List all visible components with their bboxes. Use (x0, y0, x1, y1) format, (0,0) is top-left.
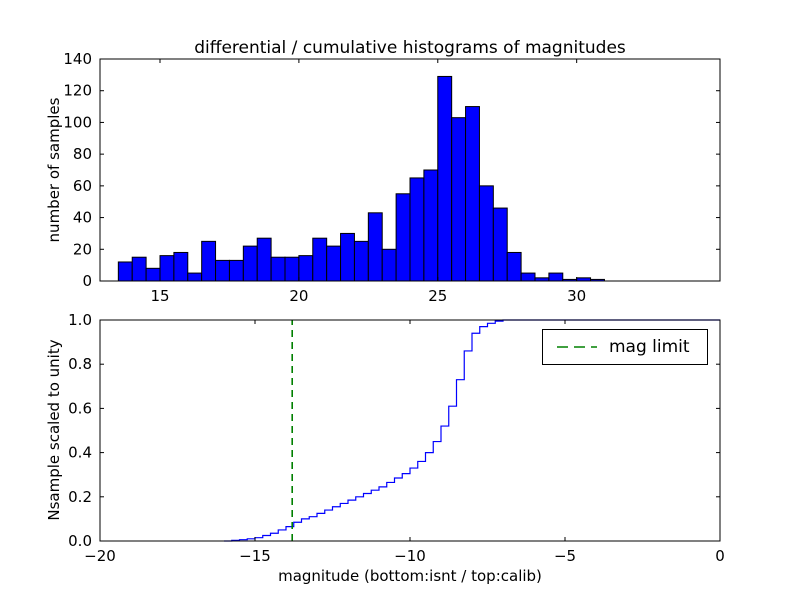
histogram-bar (117, 261, 133, 282)
histogram-bar (159, 255, 175, 282)
histogram-bar (353, 240, 369, 282)
histogram-bar (270, 256, 286, 282)
top-y-tick-label: 140 (63, 50, 92, 68)
histogram-bar (201, 240, 217, 282)
bottom-y-tick-label: 0.0 (68, 532, 92, 550)
top-axes-frame (99, 58, 721, 282)
histogram-bar (478, 185, 494, 282)
histogram-bar (367, 212, 383, 282)
top-x-tick-label: 25 (428, 287, 447, 305)
bottom-x-tick-label: −10 (394, 547, 426, 565)
histogram-bar (423, 169, 439, 282)
histogram-bar (131, 256, 147, 282)
histogram-bar (312, 237, 328, 282)
top-x-tick-label: 15 (150, 287, 169, 305)
top-ylabel: number of samples (45, 97, 63, 243)
top-y-tick-label: 60 (73, 177, 92, 195)
bottom-axes-frame (99, 319, 721, 542)
histogram-bar (256, 237, 272, 282)
bottom-x-tick-label: 0 (715, 547, 725, 565)
histogram-bar (215, 259, 230, 282)
bottom-ylabel: Nsample scaled to unity (45, 339, 63, 521)
histogram-bar (284, 256, 300, 282)
top-y-tick-label: 100 (63, 113, 92, 131)
histogram-bar (173, 251, 189, 282)
bottom-y-tick-label: 1.0 (68, 311, 92, 329)
histogram-bar (492, 207, 508, 282)
top-y-tick-label: 40 (73, 209, 92, 227)
histogram-bar (242, 245, 258, 282)
bottom-x-tick-label: −15 (239, 547, 271, 565)
top-y-tick-label: 0 (82, 272, 92, 290)
histogram-bar (326, 245, 342, 282)
top-y-tick-label: 80 (73, 145, 92, 163)
histogram-bar (451, 117, 467, 282)
mag-limit-line-sample (557, 346, 597, 348)
bottom-y-tick-label: 0.2 (68, 488, 92, 506)
histogram-bar (409, 177, 425, 282)
bottom-x-tick-label: −20 (84, 547, 116, 565)
histogram-bar (145, 267, 161, 282)
histogram-bar (187, 272, 203, 282)
legend-label: mag limit (609, 337, 690, 357)
bottom-xlabel: magnitude (bottom:isnt / top:calib) (278, 567, 542, 585)
histogram-bar (228, 259, 244, 282)
histogram-bar (340, 232, 355, 282)
bottom-y-tick-label: 0.8 (68, 355, 92, 373)
top-x-tick-label: 30 (567, 287, 586, 305)
top-y-tick-label: 20 (73, 240, 92, 258)
histogram-bar (520, 272, 536, 282)
histogram-bar (298, 255, 314, 282)
chart-title: differential / cumulative histograms of … (194, 38, 626, 58)
cumulative-step-line (224, 319, 720, 542)
legend: mag limit (542, 329, 708, 365)
top-x-tick-label: 20 (289, 287, 308, 305)
bottom-y-tick-label: 0.4 (68, 444, 92, 462)
histogram-bar (395, 193, 411, 282)
bottom-x-tick-label: −5 (554, 547, 576, 565)
histogram-bar (381, 248, 397, 282)
top-y-tick-label: 120 (63, 82, 92, 100)
histogram-bar (506, 251, 522, 282)
histogram-bar (465, 106, 480, 282)
histogram-bar (437, 75, 453, 282)
histogram-bar (548, 272, 564, 282)
bottom-y-tick-label: 0.6 (68, 399, 92, 417)
